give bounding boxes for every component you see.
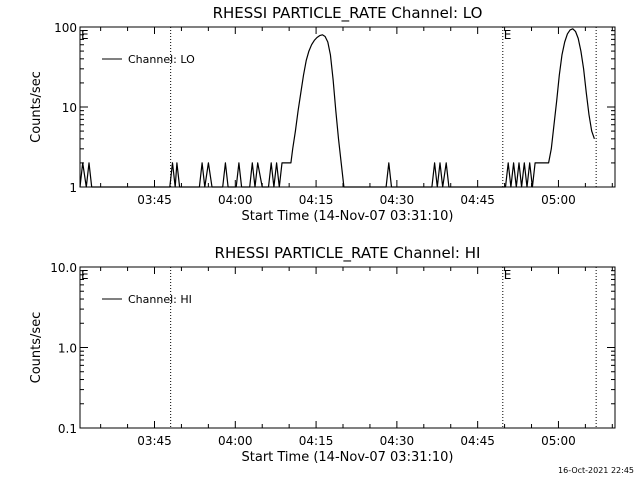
y-tick-label: 100 (54, 21, 77, 35)
chart-title: RHESSI PARTICLE_RATE Channel: LO (213, 4, 483, 23)
chart-title: RHESSI PARTICLE_RATE Channel: HI (215, 244, 481, 263)
plot-frame (79, 266, 616, 429)
x-axis-label: Start Time (14-Nov-07 03:31:10) (242, 450, 454, 465)
panel-2: RHESSI PARTICLE_RATE Channel: HI 03:45 04:… (29, 244, 616, 465)
x-tick-label: 03:45 (137, 434, 172, 448)
panel-1: RHESSI PARTICLE_RATE Channel: LO 03:45 04:… (29, 4, 616, 224)
plot-timestamp: 16-Oct-2021 22:45 (558, 466, 634, 475)
x-tick-label: 04:00 (218, 434, 253, 448)
legend-label: Channel: LO (128, 53, 195, 66)
y-tick-label: 1.0 (58, 342, 77, 356)
x-tick-label: 05:00 (541, 434, 576, 448)
x-tick-label: 04:15 (299, 434, 334, 448)
marker-label: E (504, 268, 512, 282)
y-axis-label: Counts/sec (29, 312, 44, 384)
y-tick-label: 0.1 (58, 422, 77, 436)
marker-label: E (504, 28, 512, 42)
y-tick-label: 10.0 (50, 261, 77, 275)
x-tick-label: 05:00 (541, 193, 576, 207)
x-tick-label: 03:45 (137, 193, 172, 207)
marker-label: E (81, 28, 89, 42)
y-tick-label: 10 (62, 101, 77, 115)
marker-label: E (81, 268, 89, 282)
series-line (79, 28, 595, 188)
x-tick-label: 04:45 (460, 434, 495, 448)
x-tick-label: 04:30 (380, 434, 415, 448)
x-tick-label: 04:30 (380, 193, 415, 207)
x-tick-label: 04:45 (460, 193, 495, 207)
y-axis-label: Counts/sec (29, 71, 44, 143)
x-tick-label: 04:00 (218, 193, 253, 207)
legend-label: Channel: HI (128, 293, 192, 306)
x-axis-label: Start Time (14-Nov-07 03:31:10) (242, 209, 454, 224)
y-tick-label: 1 (69, 181, 77, 195)
x-tick-label: 04:15 (299, 193, 334, 207)
